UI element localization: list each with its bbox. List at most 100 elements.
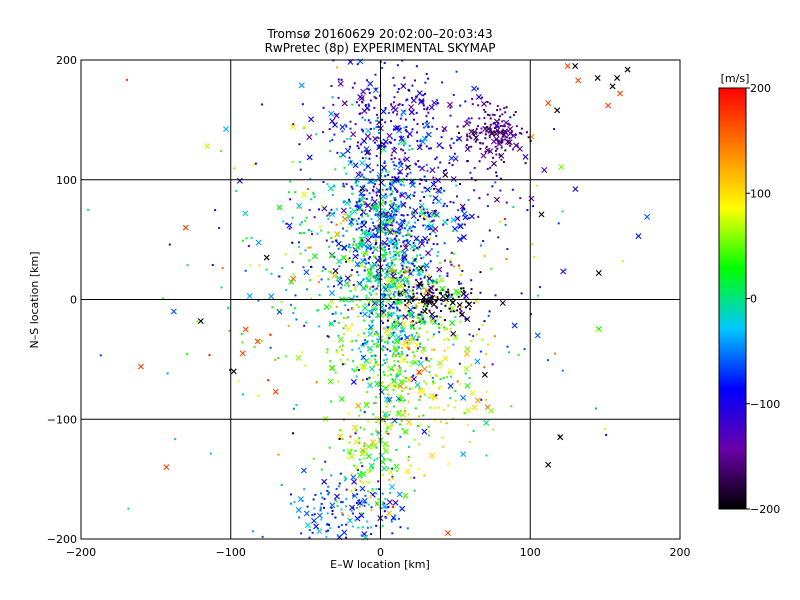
- x-marker: [137, 363, 144, 370]
- dot-marker: [405, 386, 408, 389]
- dot-marker: [389, 200, 392, 203]
- dot-marker: [483, 366, 486, 369]
- dot-marker: [303, 324, 306, 327]
- dot-marker: [401, 347, 404, 350]
- dot-marker: [375, 446, 378, 449]
- dot-marker: [393, 384, 396, 387]
- dot-marker: [403, 240, 406, 243]
- dot-marker: [401, 329, 404, 332]
- x-marker: [405, 193, 412, 200]
- dot-marker: [417, 425, 420, 428]
- dot-marker: [367, 346, 370, 349]
- x-marker: [329, 502, 336, 509]
- dot-marker: [396, 279, 399, 282]
- dot-marker: [402, 149, 405, 152]
- x-marker: [417, 316, 424, 323]
- dot-marker: [312, 191, 315, 194]
- x-marker: [397, 282, 404, 289]
- dot-marker: [381, 364, 384, 367]
- dot-marker: [390, 120, 393, 123]
- dot-marker: [408, 348, 411, 351]
- dot-marker: [431, 348, 434, 351]
- dot-marker: [301, 103, 304, 106]
- dot-marker: [383, 294, 386, 297]
- dot-marker: [242, 393, 245, 396]
- dot-marker: [399, 435, 402, 438]
- dot-marker: [445, 422, 448, 425]
- dot-marker: [392, 128, 395, 131]
- dot-marker: [387, 366, 390, 369]
- x-marker: [400, 109, 407, 116]
- dot-marker: [361, 116, 364, 119]
- dot-marker: [476, 87, 479, 90]
- x-marker: [316, 528, 323, 535]
- dot-marker: [394, 188, 397, 191]
- x-marker: [432, 195, 439, 202]
- dot-marker: [338, 438, 341, 441]
- dot-marker: [375, 308, 378, 311]
- x-marker: [337, 433, 344, 440]
- dot-marker: [384, 223, 387, 226]
- dot-marker: [386, 219, 389, 222]
- dot-marker: [373, 255, 376, 258]
- dot-marker: [289, 303, 292, 306]
- dot-marker: [328, 523, 331, 526]
- dot-marker: [412, 286, 415, 289]
- dot-marker: [342, 182, 345, 185]
- dot-marker: [452, 417, 455, 420]
- dot-marker: [333, 133, 336, 136]
- dot-marker: [394, 197, 397, 200]
- dot-marker: [398, 249, 401, 252]
- dot-marker: [375, 488, 378, 491]
- x-marker: [538, 211, 545, 218]
- dot-marker: [461, 314, 464, 317]
- dot-marker: [393, 209, 396, 212]
- dot-marker: [371, 340, 374, 343]
- dot-marker: [385, 195, 388, 198]
- dot-marker: [403, 243, 406, 246]
- x-marker: [334, 231, 341, 237]
- dot-marker: [251, 530, 254, 533]
- dot-marker: [423, 212, 426, 215]
- dot-marker: [443, 329, 446, 332]
- dot-marker: [385, 293, 388, 296]
- dot-marker: [421, 241, 424, 244]
- dot-marker: [411, 387, 414, 390]
- x-marker: [369, 263, 376, 270]
- dot-marker: [414, 258, 417, 261]
- dot-marker: [402, 375, 405, 378]
- dot-marker: [470, 292, 473, 295]
- dot-marker: [196, 320, 199, 323]
- dot-marker: [396, 91, 399, 94]
- x-marker: [375, 312, 382, 319]
- dot-marker: [298, 161, 301, 164]
- dot-marker: [561, 210, 564, 213]
- dot-marker: [351, 525, 354, 528]
- dot-marker: [402, 241, 405, 244]
- x-marker: [368, 309, 375, 316]
- dot-marker: [395, 230, 398, 233]
- dot-marker: [351, 103, 354, 106]
- dot-marker: [415, 359, 418, 362]
- dot-marker: [362, 526, 365, 529]
- dot-marker: [481, 142, 484, 145]
- dot-marker: [399, 330, 402, 333]
- dot-marker: [329, 305, 332, 308]
- dot-marker: [425, 72, 428, 75]
- dot-marker: [406, 361, 409, 364]
- dot-marker: [327, 493, 330, 496]
- dot-marker: [451, 300, 454, 303]
- dot-marker: [423, 292, 426, 295]
- dot-marker: [357, 369, 360, 372]
- dot-marker: [478, 160, 481, 163]
- y-tick-label: −100: [47, 413, 77, 426]
- dot-marker: [360, 236, 363, 239]
- dot-marker: [422, 316, 425, 319]
- dot-marker: [392, 76, 395, 79]
- dot-marker: [358, 505, 361, 508]
- x-marker: [446, 101, 453, 108]
- dot-marker: [354, 182, 357, 185]
- dot-marker: [435, 288, 438, 291]
- x-marker: [390, 331, 397, 338]
- dot-marker: [479, 142, 482, 145]
